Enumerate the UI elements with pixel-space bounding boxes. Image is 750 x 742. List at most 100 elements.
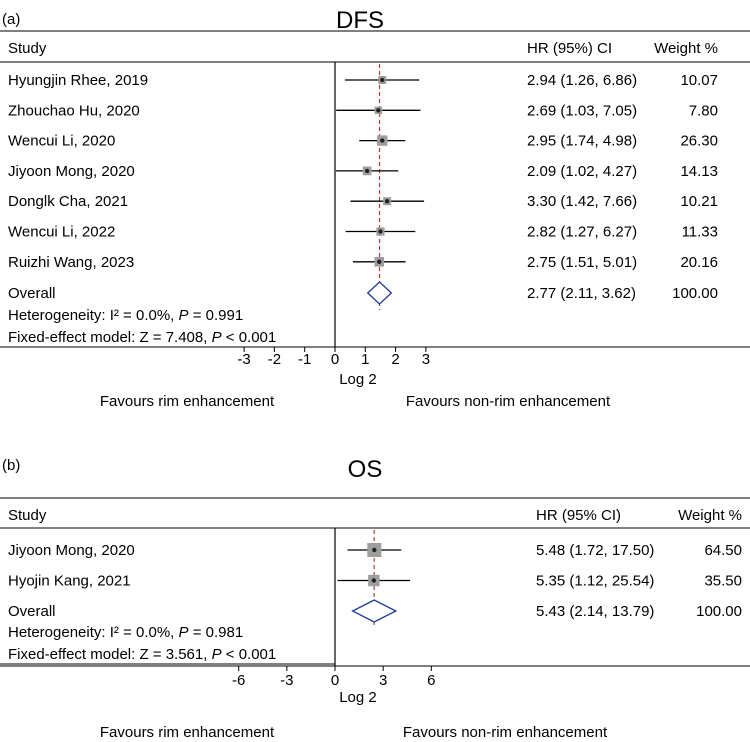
favours-right-label: Favours non-rim enhancement: [403, 724, 608, 741]
header-estimate: HR (95%) CI: [527, 40, 612, 57]
study-name: Zhouchao Hu, 2020: [8, 102, 140, 119]
weight-value: 7.80: [689, 102, 718, 119]
point-estimate: [372, 547, 377, 553]
point-estimate: [380, 138, 385, 143]
header-study: Study: [8, 507, 47, 524]
model-text-prefix: Fixed-effect model: Z = 3.561,: [8, 646, 212, 663]
overall-row: Overall 5.43 (2.14, 13.79) 100.00: [8, 599, 742, 623]
heterogeneity-text-p-value: = 0.981: [189, 624, 244, 641]
heterogeneity-text-prefix: Heterogeneity: I² = 0.0%,: [8, 307, 179, 324]
x-tick-label: 0: [331, 672, 339, 689]
x-tick-label: -1: [298, 351, 311, 368]
header-study: Study: [8, 40, 47, 57]
point-estimate: [371, 578, 377, 583]
hr-ci-value: 2.95 (1.74, 4.98): [527, 133, 637, 150]
overall-label: Overall: [8, 603, 56, 620]
study-row: Hyojin Kang, 2021 5.35 (1.12, 25.54) 35.50: [8, 573, 742, 590]
overall-weight-value: 100.00: [696, 603, 742, 620]
overall-weight-value: 100.00: [672, 285, 718, 302]
overall-hr-ci-value: 2.77 (2.11, 3.62): [527, 285, 636, 302]
forest-panel-dfs: (a) DFS Study HR (95%) CI Weight % Hyungjin R…: [0, 7, 750, 410]
weight-value: 35.50: [704, 573, 742, 590]
x-tick-label: -2: [268, 351, 281, 368]
study-row: Hyungjin Rhee, 2019 2.94 (1.26, 6.86) 10.0…: [8, 72, 718, 89]
point-estimate: [378, 229, 383, 234]
x-axis-label: Log 2: [339, 371, 377, 388]
study-row: Ruizhi Wang, 2023 2.75 (1.51, 5.01) 20.16: [8, 254, 718, 271]
x-tick-label: 3: [379, 672, 387, 689]
model-text-p-value: < 0.001: [222, 329, 277, 346]
overall-diamond: [351, 599, 398, 623]
hr-ci-value: 5.48 (1.72, 17.50): [536, 542, 654, 559]
heterogeneity-text: Heterogeneity: I² = 0.0%, P = 0.981: [8, 624, 243, 641]
hr-ci-value: 3.30 (1.42, 7.66): [527, 193, 637, 210]
weight-value: 11.33: [682, 224, 718, 241]
study-name: Hyojin Kang, 2021: [8, 573, 131, 590]
x-tick-label: 1: [361, 351, 369, 368]
x-tick-label: 6: [427, 672, 435, 689]
heterogeneity-text-p-value: = 0.991: [189, 307, 244, 324]
study-row: Wencui Li, 2022 2.82 (1.27, 6.27) 11.33: [8, 224, 718, 241]
study-name: Ruizhi Wang, 2023: [8, 254, 134, 271]
heterogeneity-text: Heterogeneity: I² = 0.0%, P = 0.991: [8, 307, 243, 324]
hr-ci-value: 2.09 (1.02, 4.27): [527, 163, 637, 180]
overall-label: Overall: [8, 285, 56, 302]
x-tick-label: 3: [422, 351, 430, 368]
model-text: Fixed-effect model: Z = 7.408, P < 0.001: [8, 329, 276, 346]
study-row: Jiyoon Mong, 2020 5.48 (1.72, 17.50) 64.50: [8, 542, 742, 559]
hr-ci-value: 2.94 (1.26, 6.86): [527, 72, 637, 89]
overall-hr-ci-value: 5.43 (2.14, 13.79): [536, 603, 654, 620]
hr-ci-value: 5.35 (1.12, 25.54): [536, 573, 654, 590]
header-estimate: HR (95% CI): [536, 507, 621, 524]
x-tick-label: -3: [237, 351, 250, 368]
model-text-p-label: P: [212, 329, 222, 346]
study-name: Hyungjin Rhee, 2019: [8, 72, 148, 89]
panel-label: (b): [2, 457, 20, 474]
x-axis-label: Log 2: [339, 689, 377, 706]
point-estimate: [384, 199, 390, 204]
study-name: Jiyoon Mong, 2020: [8, 542, 135, 559]
model-text-p-value: < 0.001: [222, 646, 277, 663]
point-estimate: [377, 259, 382, 264]
weight-value: 26.30: [680, 133, 718, 150]
forest-panel-os: (b) OS Study HR (95% CI) Weight % Jiyoon Mong…: [0, 456, 750, 741]
weight-value: 64.50: [704, 542, 742, 559]
study-name: Jiyoon Mong, 2020: [8, 163, 135, 180]
x-tick-label: -6: [232, 672, 245, 689]
weight-value: 14.13: [680, 163, 718, 180]
favours-right-label: Favours non-rim enhancement: [406, 393, 611, 410]
study-name: Wencui Li, 2022: [8, 224, 115, 241]
panel-label: (a): [2, 11, 20, 28]
overall-diamond: [366, 281, 393, 305]
hr-ci-value: 2.69 (1.03, 7.05): [527, 102, 637, 119]
hr-ci-value: 2.82 (1.27, 6.27): [527, 224, 637, 241]
heterogeneity-text-prefix: Heterogeneity: I² = 0.0%,: [8, 624, 179, 641]
point-estimate: [364, 168, 370, 174]
study-row: Jiyoon Mong, 2020 2.09 (1.02, 4.27) 14.13: [8, 163, 718, 180]
heterogeneity-text-p-label: P: [179, 307, 189, 324]
study-name: Wencui Li, 2020: [8, 133, 115, 150]
overall-row: Overall 2.77 (2.11, 3.62) 100.00: [8, 281, 718, 305]
header-weight: Weight %: [654, 40, 718, 57]
weight-value: 20.16: [680, 254, 718, 271]
study-name: Donglk Cha, 2021: [8, 193, 128, 210]
point-estimate: [376, 108, 381, 113]
panel-title: DFS: [336, 7, 384, 34]
study-row: Wencui Li, 2020 2.95 (1.74, 4.98) 26.30: [8, 133, 718, 150]
hr-ci-value: 2.75 (1.51, 5.01): [527, 254, 637, 271]
header-weight: Weight %: [678, 507, 742, 524]
point-estimate: [380, 77, 385, 83]
model-text: Fixed-effect model: Z = 3.561, P < 0.001: [8, 646, 276, 663]
weight-value: 10.21: [680, 193, 718, 210]
x-tick-label: 0: [331, 351, 339, 368]
favours-left-label: Favours rim enhancement: [100, 724, 275, 741]
x-tick-label: 2: [391, 351, 399, 368]
weight-value: 10.07: [680, 72, 718, 89]
favours-left-label: Favours rim enhancement: [100, 393, 275, 410]
model-text-p-label: P: [212, 646, 222, 663]
study-row: Zhouchao Hu, 2020 2.69 (1.03, 7.05) 7.80: [8, 102, 718, 119]
x-tick-label: -3: [280, 672, 293, 689]
heterogeneity-text-p-label: P: [179, 624, 189, 641]
model-text-prefix: Fixed-effect model: Z = 7.408,: [8, 329, 212, 346]
